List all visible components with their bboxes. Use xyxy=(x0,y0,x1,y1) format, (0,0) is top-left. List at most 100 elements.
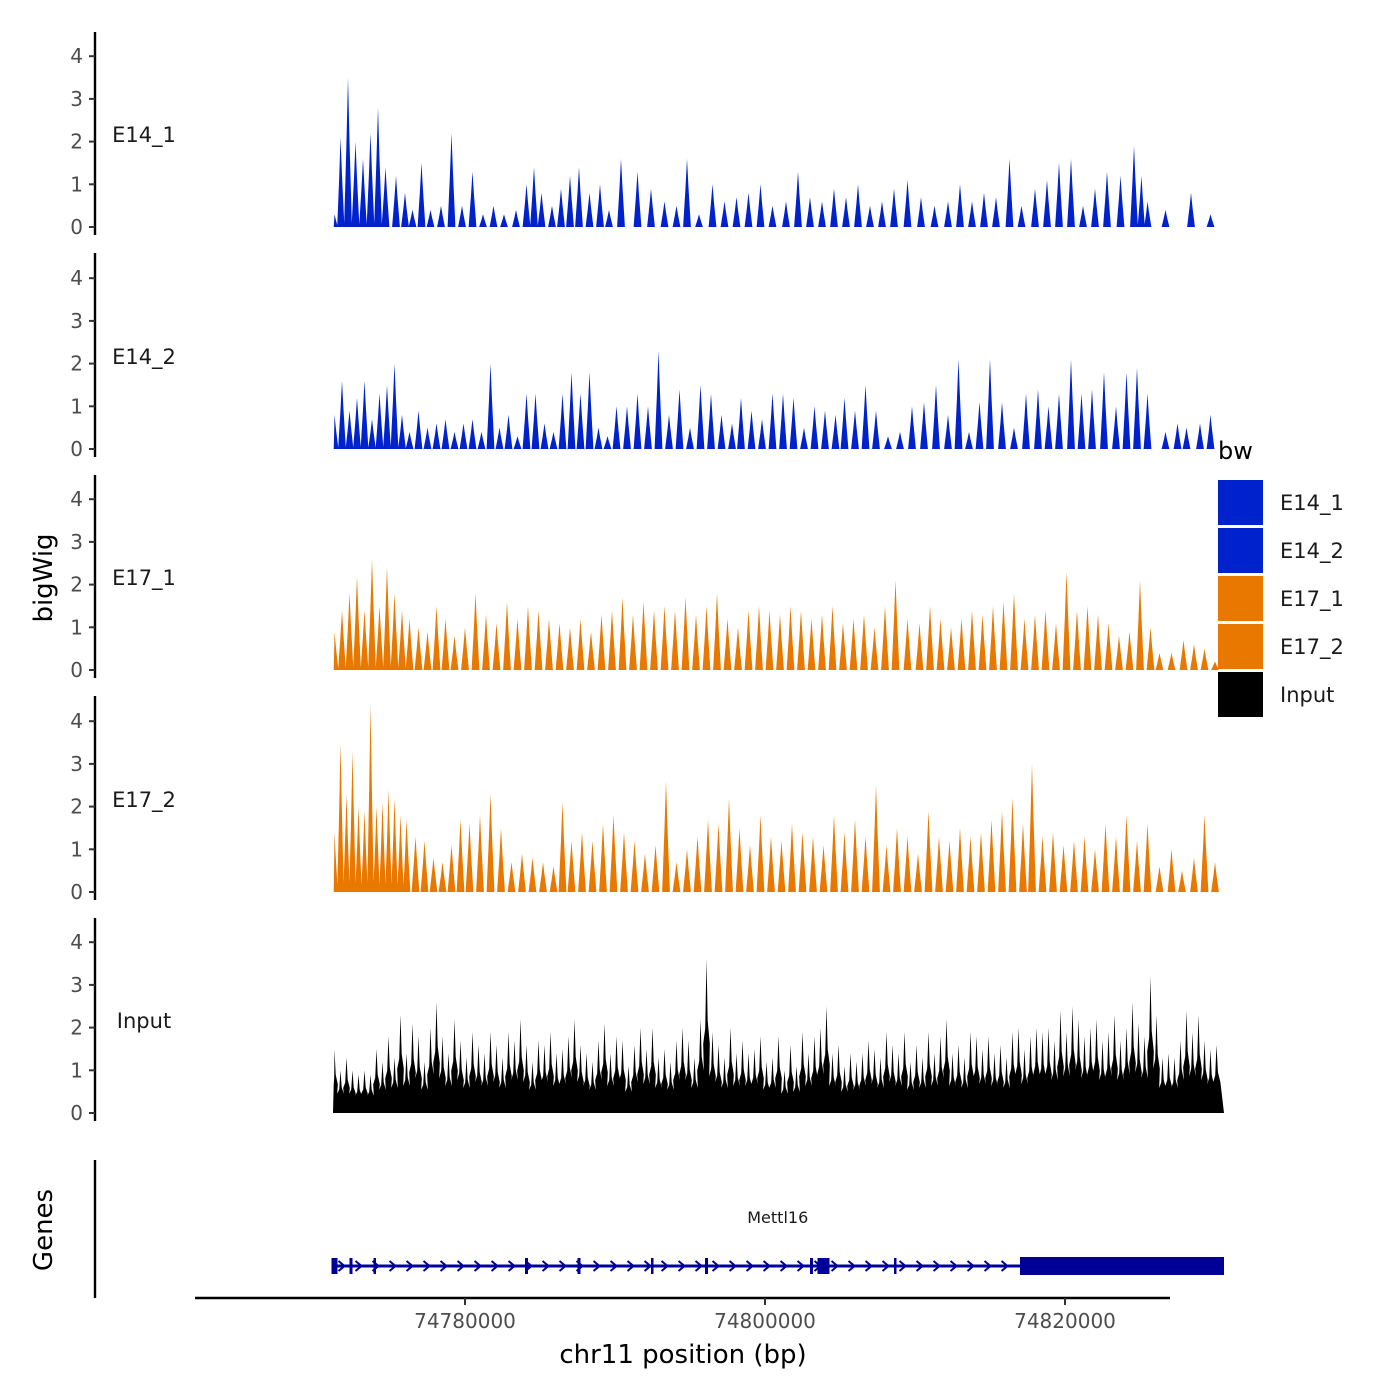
coverage-tracks: 0 1 2 3 4 E14_1 0 1 2 3 4 E14_2 0 1 2 3 4 E17_1 0 1 2 3 4 E17_2… xyxy=(70,32,1224,1125)
legend-label-Input: Input xyxy=(1280,683,1334,707)
track-E17_1: 0 1 2 3 4 E17_1 xyxy=(70,475,1224,682)
strand-arrow xyxy=(439,1260,449,1272)
strand-arrow xyxy=(643,1260,653,1272)
x-axis-title: chr11 position (bp) xyxy=(559,1340,806,1370)
gene-panel: Mettl16 xyxy=(93,1160,1224,1298)
strand-arrow xyxy=(694,1260,704,1272)
strand-arrow xyxy=(779,1260,789,1272)
strand-arrow xyxy=(864,1260,874,1272)
strand-arrow xyxy=(796,1260,806,1272)
gene-exon xyxy=(894,1258,897,1274)
y-tick-label: 4 xyxy=(70,709,83,733)
strand-arrow xyxy=(422,1260,432,1272)
strand-arrow xyxy=(388,1260,398,1272)
x-tick-label: 74820000 xyxy=(1014,1309,1116,1333)
gene-exon xyxy=(373,1258,376,1274)
legend-swatch-Input xyxy=(1218,672,1263,717)
strand-arrow xyxy=(490,1260,500,1272)
strand-arrow xyxy=(711,1260,721,1272)
y-tick-label: 4 xyxy=(70,487,83,511)
strand-arrow xyxy=(354,1260,364,1272)
y-tick-label: 0 xyxy=(70,437,83,461)
gene-exon xyxy=(577,1258,581,1274)
gene-name-label: Mettl16 xyxy=(747,1208,808,1227)
coverage-area-E17_2 xyxy=(333,704,1224,892)
y-tick-label: 3 xyxy=(70,530,83,554)
track-label: E14_2 xyxy=(112,345,176,370)
x-tick-label: 74800000 xyxy=(714,1309,816,1333)
strand-arrow xyxy=(1000,1260,1010,1272)
y-tick-label: 2 xyxy=(70,352,83,376)
strand-arrow xyxy=(966,1260,976,1272)
strand-arrow xyxy=(405,1260,415,1272)
legend-swatch-E14_2 xyxy=(1218,528,1263,573)
legend-label-E17_1: E17_1 xyxy=(1280,587,1344,612)
track-label: E14_1 xyxy=(112,123,176,148)
y-tick-label: 2 xyxy=(70,573,83,597)
y-tick-label: 3 xyxy=(70,309,83,333)
strand-arrow xyxy=(983,1260,993,1272)
strand-arrow xyxy=(745,1260,755,1272)
y-tick-label: 1 xyxy=(70,1058,83,1082)
strand-arrow xyxy=(915,1260,925,1272)
legend-swatch-E14_1 xyxy=(1218,480,1263,525)
y-tick-label: 2 xyxy=(70,795,83,819)
y-tick-label: 1 xyxy=(70,615,83,639)
y-tick-label: 1 xyxy=(70,394,83,418)
strand-arrow xyxy=(541,1260,551,1272)
strand-arrow xyxy=(473,1260,483,1272)
track-Input: 0 1 2 3 4 Input xyxy=(70,918,1224,1125)
strand-arrow xyxy=(762,1260,772,1272)
gene-exon xyxy=(651,1258,654,1274)
legend-label-E17_2: E17_2 xyxy=(1280,635,1344,660)
strand-arrow xyxy=(847,1260,857,1272)
strand-arrow xyxy=(677,1260,687,1272)
y-tick-label: 0 xyxy=(70,1101,83,1125)
gene-exon xyxy=(525,1258,528,1274)
strand-arrow xyxy=(830,1260,840,1272)
y-tick-label: 0 xyxy=(70,880,83,904)
legend-title: bw xyxy=(1218,437,1253,465)
gene-exon xyxy=(349,1258,353,1274)
y-tick-label: 3 xyxy=(70,87,83,111)
y-tick-label: 0 xyxy=(70,215,83,239)
strand-arrow xyxy=(456,1260,466,1272)
legend-swatch-E17_1 xyxy=(1218,576,1263,621)
y-tick-label: 3 xyxy=(70,973,83,997)
strand-arrow xyxy=(337,1260,347,1272)
y-tick-label: 4 xyxy=(70,930,83,954)
y-tick-label: 4 xyxy=(70,266,83,290)
coverage-area-Input xyxy=(333,959,1224,1113)
y-tick-label: 4 xyxy=(70,44,83,68)
track-label: E17_1 xyxy=(112,566,176,591)
gene-exon xyxy=(810,1258,813,1274)
strand-arrow xyxy=(626,1260,636,1272)
strand-arrow xyxy=(609,1260,619,1272)
gene-exon xyxy=(705,1258,708,1274)
y-axis-title: bigWig xyxy=(29,533,59,622)
strand-arrow xyxy=(507,1260,517,1272)
gene-exon xyxy=(1020,1257,1224,1275)
gene-exon xyxy=(331,1258,338,1274)
strand-arrow xyxy=(592,1260,602,1272)
y-tick-label: 2 xyxy=(70,1016,83,1040)
track-E17_2: 0 1 2 3 4 E17_2 xyxy=(70,696,1224,904)
strand-arrow xyxy=(660,1260,670,1272)
strand-arrow xyxy=(558,1260,568,1272)
x-axis: 74780000 74800000 74820000 xyxy=(195,1296,1170,1333)
legend: bw E14_1 E14_2 E17_1 E17_2 Input xyxy=(1218,437,1344,717)
strand-arrow xyxy=(728,1260,738,1272)
y-tick-label: 2 xyxy=(70,130,83,154)
strand-arrow xyxy=(898,1260,908,1272)
track-E14_1: 0 1 2 3 4 E14_1 xyxy=(70,32,1224,239)
strand-arrow xyxy=(949,1260,959,1272)
track-label: Input xyxy=(117,1009,171,1033)
track-label: E17_2 xyxy=(112,788,176,813)
y-tick-label: 0 xyxy=(70,658,83,682)
legend-label-E14_1: E14_1 xyxy=(1280,491,1344,516)
genes-axis-title: Genes xyxy=(29,1189,59,1271)
y-tick-label: 1 xyxy=(70,172,83,196)
coverage-area-E17_1 xyxy=(333,559,1224,670)
coverage-area-E14_2 xyxy=(333,350,1224,449)
